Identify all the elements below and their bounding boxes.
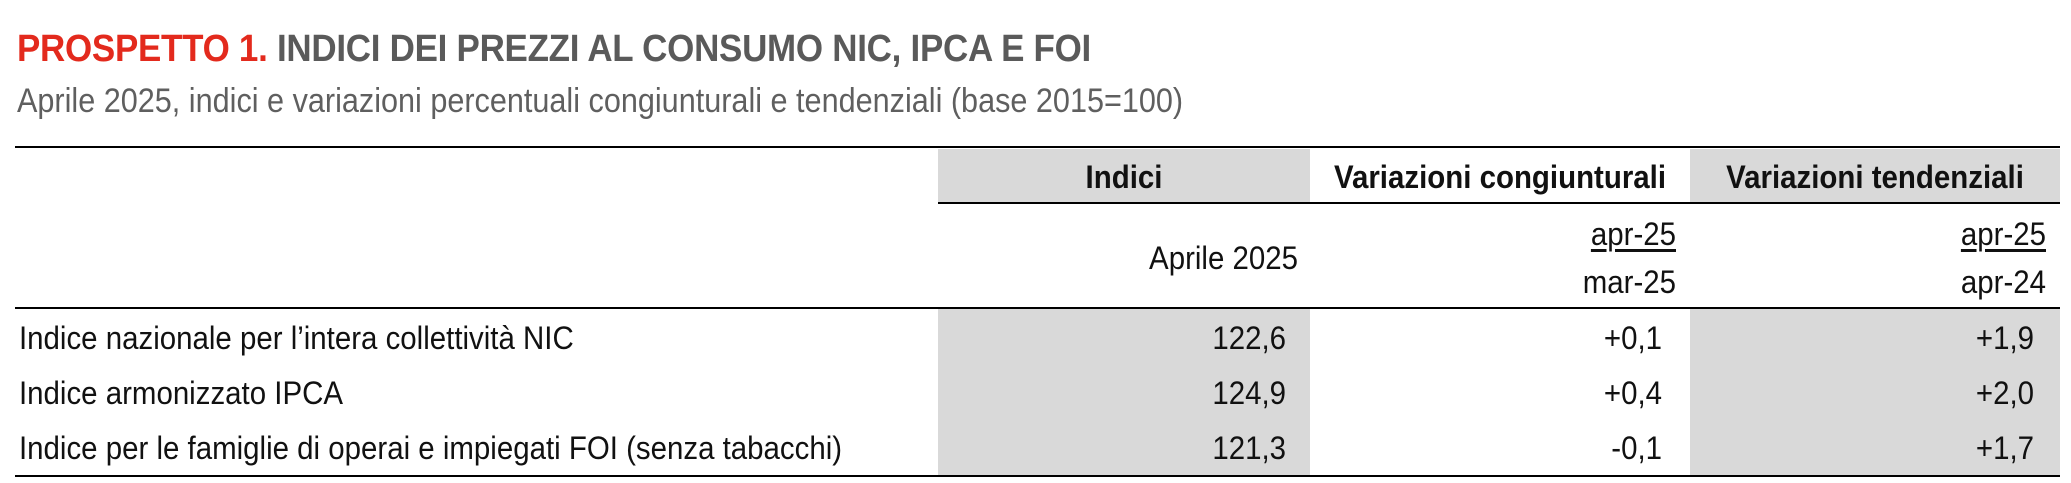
row-index: 122,6 [1212, 320, 1286, 356]
subheader-cong-top: apr-25 [1590, 216, 1676, 252]
shade-header-tendenziali [1690, 149, 2060, 202]
subheader-tend-top: apr-25 [1960, 216, 2046, 252]
row-index: 124,9 [1212, 375, 1286, 411]
shade-body-tendenziali [1690, 309, 2060, 475]
subheader-tend-bottom: apr-24 [1960, 264, 2046, 300]
page-title: PROSPETTO 1. INDICI DEI PREZZI AL CONSUM… [17, 28, 1091, 71]
shade-header-indici [938, 149, 1310, 202]
row-tend: +1,7 [1975, 430, 2034, 466]
subheader-cong-bottom: mar-25 [1582, 264, 1676, 300]
row-cong: +0,4 [1603, 375, 1662, 411]
row-cong: +0,1 [1603, 320, 1662, 356]
table-bottom-rule [15, 475, 2060, 477]
row-label: Indice per le famiglie di operai e impie… [19, 430, 843, 466]
header-variazioni-congiunturali: Variazioni congiunturali [1333, 159, 1667, 195]
title-main: INDICI DEI PREZZI AL CONSUMO NIC, IPCA E… [276, 28, 1091, 70]
shade-body-indici [938, 309, 1310, 475]
header-indici: Indici [1085, 159, 1163, 195]
row-tend: +1,9 [1975, 320, 2034, 356]
row-label: Indice nazionale per l’intera collettivi… [19, 320, 574, 356]
row-label: Indice armonizzato IPCA [19, 375, 343, 411]
row-tend: +2,0 [1975, 375, 2034, 411]
row-index: 121,3 [1212, 430, 1286, 466]
title-prefix: PROSPETTO 1. [17, 28, 268, 70]
page-subtitle: Aprile 2025, indici e variazioni percent… [17, 82, 1184, 120]
subheader-aprile-2025: Aprile 2025 [1149, 240, 1298, 276]
table-header-rule [15, 307, 2060, 309]
row-cong: -0,1 [1611, 430, 1662, 466]
table-top-rule [15, 146, 2060, 148]
header-underline [938, 202, 2060, 204]
header-variazioni-tendenziali: Variazioni tendenziali [1726, 159, 2024, 195]
